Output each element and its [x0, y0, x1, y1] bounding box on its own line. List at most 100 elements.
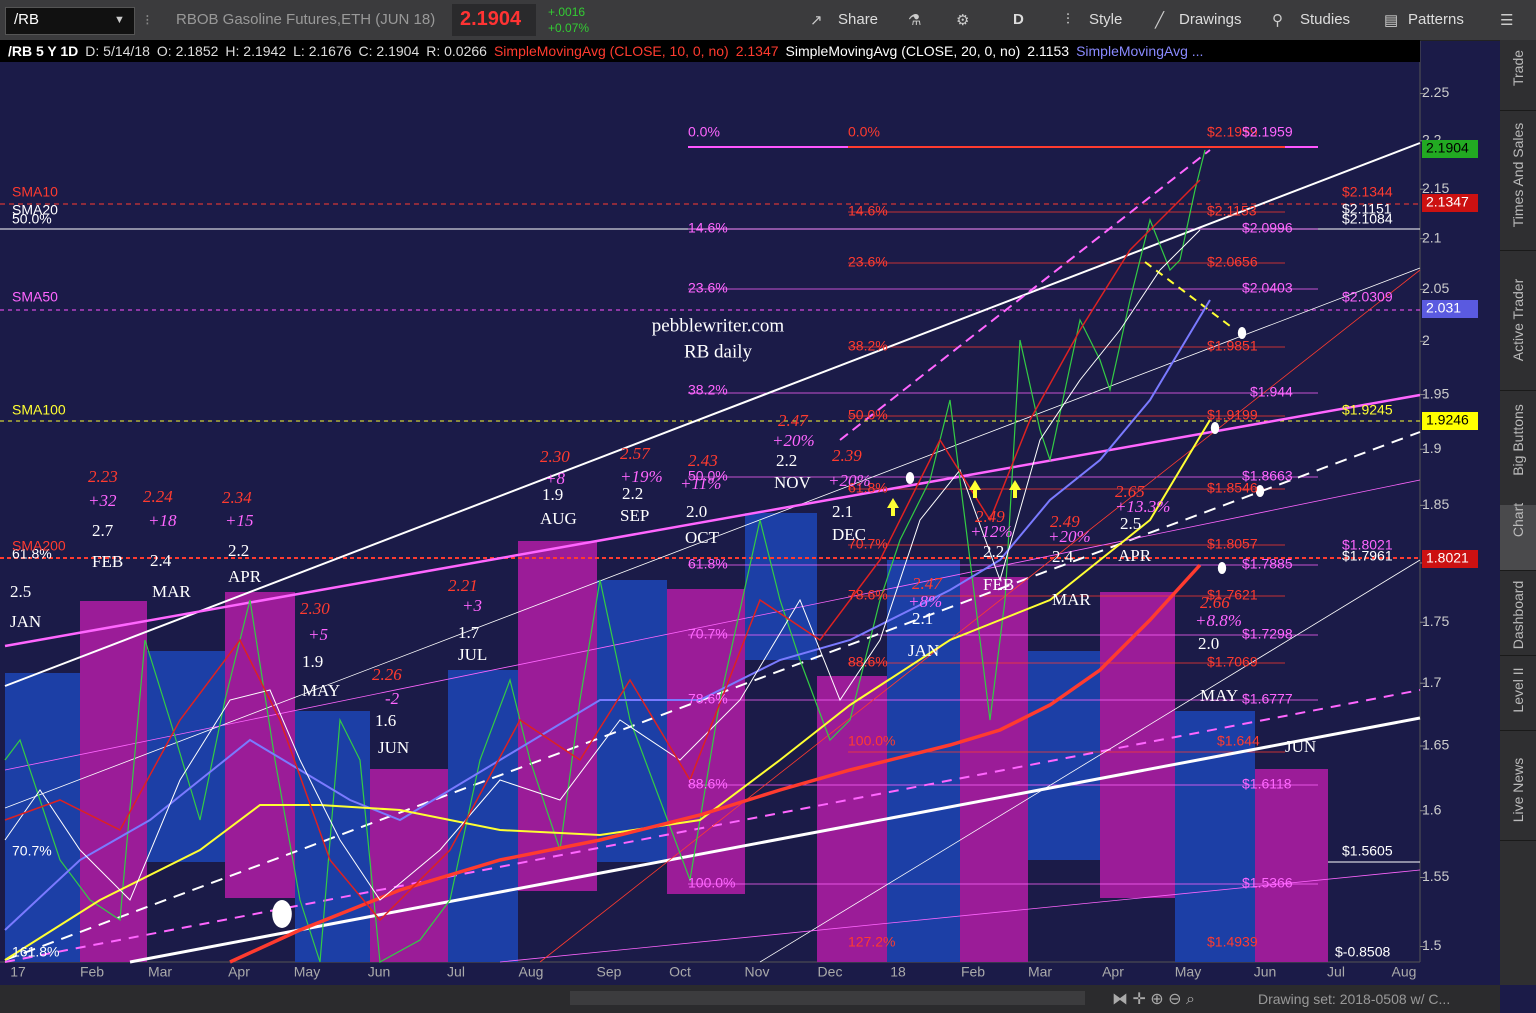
time-label: Mar — [148, 964, 172, 980]
annotation: 2.0 — [686, 502, 707, 521]
time-label: Aug — [519, 964, 544, 980]
side-tab[interactable]: Active Trader — [1500, 250, 1536, 391]
trend-line — [4, 267, 1421, 809]
button[interactable]: Studies — [1300, 11, 1351, 28]
time-label: Aug — [1392, 964, 1417, 980]
annotation: +3 — [462, 596, 482, 615]
time-axis-bg — [0, 962, 1500, 985]
annotation: 88.6% — [688, 776, 728, 792]
symbol-box[interactable] — [5, 7, 135, 35]
annotation: $2.1151 — [1342, 201, 1392, 217]
time-label: Nov — [745, 964, 770, 980]
annotation: $1.7621 — [1207, 587, 1258, 603]
month-block — [448, 670, 518, 962]
annotation: 2.7 — [92, 521, 114, 540]
annotation: 2.57 — [620, 444, 651, 463]
side-tab-label: Active Trader — [1510, 278, 1526, 362]
marker — [1217, 562, 1227, 574]
trend-line — [4, 431, 1421, 961]
annotation: 2.2 — [776, 451, 797, 470]
annotation: $2.1959 — [1242, 124, 1293, 140]
dropdown-arrow[interactable]: ▼ — [114, 14, 125, 26]
side-tab[interactable]: Level II — [1500, 655, 1536, 731]
annotation: $1.6777 — [1242, 691, 1293, 707]
annotation: 2.65 — [1115, 482, 1145, 501]
button[interactable]: Share — [838, 11, 879, 28]
time-label: Jun — [1254, 964, 1277, 980]
price-tick-label: 2.1 — [1422, 229, 1442, 245]
annotation: 2.5 — [1120, 514, 1141, 533]
annotation: JUL — [458, 645, 487, 664]
month-block — [667, 589, 745, 894]
annotation: $2.0403 — [1242, 280, 1293, 296]
flask-icon[interactable]: ⚗ — [908, 12, 922, 29]
annotation: $1.8546 — [1207, 480, 1258, 496]
annotation: $1.5605 — [1342, 843, 1393, 859]
button[interactable]: Style — [1089, 11, 1123, 28]
scroll-thumb[interactable] — [570, 991, 1085, 1005]
annotation: +32 — [88, 491, 117, 510]
annotation: 2.34 — [222, 488, 252, 507]
annotation: +20% — [828, 471, 871, 490]
marker — [1255, 485, 1265, 497]
button[interactable]: Patterns — [1408, 11, 1464, 28]
side-tab[interactable]: Dashboard — [1500, 570, 1536, 656]
style-icon[interactable]: ⫶ — [1066, 11, 1070, 28]
annotation: 23.6% — [848, 254, 888, 270]
price-tag — [1422, 194, 1478, 212]
annotation: 2.2 — [228, 541, 249, 560]
button[interactable]: D — [1013, 11, 1024, 28]
info-item: SimpleMovingAvg ... — [1076, 43, 1204, 59]
studies-icon[interactable]: ⚲ — [1272, 12, 1283, 29]
menu-icon[interactable]: ☰ — [1500, 12, 1514, 29]
trend-line — [759, 559, 1421, 963]
gear-icon[interactable]: ⚙ — [956, 12, 970, 29]
link-icon[interactable]: ⁝ — [145, 12, 150, 29]
side-tab-label: Trade — [1510, 49, 1526, 87]
time-label: Apr — [228, 964, 250, 980]
zoom-controls[interactable]: ⧓ ✛ ⊕ ⊖ ⌕ — [1112, 991, 1195, 1008]
side-tab[interactable]: Chart — [1500, 503, 1536, 571]
drawings-icon[interactable]: ╱ — [1155, 12, 1165, 29]
price-tag — [1422, 550, 1478, 568]
share-icon[interactable]: ↗ — [810, 12, 823, 29]
annotation: JAN — [10, 612, 41, 631]
time-label: 18 — [890, 964, 906, 980]
annotation: 2.2 — [622, 484, 643, 503]
side-tab[interactable]: Big Buttons — [1500, 390, 1536, 506]
annotation: 70.7% — [12, 843, 52, 859]
annotation: 61.8% — [12, 546, 52, 562]
side-tab[interactable]: Trade — [1500, 40, 1536, 111]
button[interactable]: Drawings — [1179, 11, 1242, 28]
side-tab[interactable]: Live News — [1500, 730, 1536, 841]
annotation: 50.0% — [688, 468, 728, 484]
trend-line — [1144, 261, 1231, 327]
watermark: pebblewriter.com — [652, 315, 785, 336]
trend-line — [4, 393, 1421, 648]
annotation: $1.8021 — [1342, 537, 1393, 553]
time-label: Feb — [961, 964, 985, 980]
annotation: $2.1153 — [1207, 203, 1257, 219]
annotation: SMA100 — [12, 402, 66, 418]
annotation: 2.30 — [300, 599, 330, 618]
drawing-set[interactable]: Drawing set: 2018-0508 w/ C... — [1258, 991, 1451, 1007]
price-tick-label: 1.65 — [1422, 737, 1449, 753]
price-tag — [1422, 140, 1478, 158]
annotation: 0.0% — [848, 124, 880, 140]
time-label: May — [1175, 964, 1201, 980]
side-tab[interactable]: Times And Sales — [1500, 110, 1536, 251]
info-item: D: 5/14/18 — [85, 43, 150, 59]
patterns-icon[interactable]: ▤ — [1384, 12, 1399, 29]
info-bar: /RB 5 Y 1D D: 5/14/18 O: 2.1852 H: 2.1942 L:… — [0, 40, 1420, 62]
annotation: $-0.8508 — [1335, 944, 1390, 960]
info-item: SimpleMovingAvg (CLOSE, 10, 0, no) — [493, 43, 729, 59]
annotation: MAY — [1200, 686, 1238, 705]
annotation: MAR — [1052, 590, 1091, 609]
annotation: 2.0 — [1198, 634, 1219, 653]
time-label: Jun — [368, 964, 391, 980]
annotation: -2 — [385, 689, 400, 708]
annotation: +8 — [545, 469, 565, 488]
info-item: /RB 5 Y 1D — [8, 43, 79, 59]
annotation: 14.6% — [688, 220, 728, 236]
annotation: +5 — [308, 625, 328, 644]
